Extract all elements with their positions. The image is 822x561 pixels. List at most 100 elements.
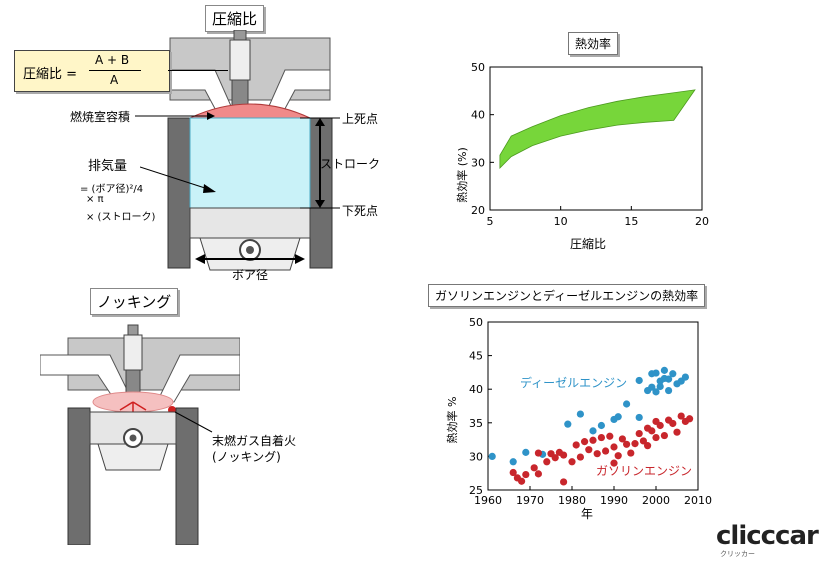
efficiency-year-chart: 熱効率 % 年 ディーゼルエンジン ガソリンエンジン 1960 1970 1980 1…: [445, 316, 712, 521]
chart2-ytick-label: 25: [469, 484, 483, 497]
chart1-ylabel: 熱効率 (%): [455, 147, 469, 203]
diesel-point: [648, 383, 656, 391]
gasoline-point: [585, 446, 593, 454]
chart2-xlabel: 年: [581, 507, 593, 521]
knocking-engine-diagram: [40, 324, 240, 545]
bore-label: ボア径: [232, 268, 269, 282]
diesel-point: [652, 369, 660, 377]
diesel-point: [656, 382, 664, 391]
displacement-formula-1: = (ボア径)²/4: [80, 184, 144, 195]
diesel-point: [669, 370, 677, 378]
gasoline-point: [576, 453, 584, 461]
compression-section-title: 圧縮比: [205, 5, 265, 32]
combustion-chamber-label: 燃焼室容積: [70, 110, 131, 124]
diesel-series-label: ディーゼルエンジン: [520, 375, 627, 390]
gasoline-point: [639, 437, 647, 445]
chart1-ytick-label: 20: [471, 204, 485, 217]
gasoline-point: [597, 433, 605, 442]
gasoline-point: [610, 443, 618, 451]
gasoline-point: [656, 421, 664, 430]
gasoline-point: [518, 477, 526, 485]
gasoline-point: [627, 449, 635, 457]
diesel-point: [652, 388, 660, 396]
gasoline-point: [581, 438, 589, 446]
diesel-point: [665, 375, 673, 383]
diesel-point: [614, 413, 622, 421]
gasoline-point: [623, 440, 631, 448]
displacement-formula-2: × π: [86, 194, 104, 205]
gasoline-point: [572, 441, 580, 449]
gasoline-point: [560, 478, 568, 486]
gasoline-point: [534, 449, 542, 457]
chart2-ytick-label: 35: [469, 417, 483, 430]
gasoline-point: [593, 450, 601, 458]
gasoline-point: [551, 454, 559, 462]
gasoline-point: [568, 458, 576, 466]
chart1-xtick-label: 15: [624, 215, 638, 228]
chart1-xtick-label: 5: [487, 215, 494, 228]
diesel-point: [681, 373, 689, 381]
chart2-ytick-label: 40: [469, 383, 483, 396]
gasoline-point: [631, 440, 639, 448]
gasoline-point: [589, 436, 597, 444]
diesel-point: [597, 421, 605, 430]
gasoline-point: [686, 415, 694, 423]
gasoline-point: [644, 442, 652, 450]
tdc-label: 上死点: [342, 112, 379, 126]
gasoline-point: [530, 464, 538, 472]
diesel-point: [635, 413, 643, 422]
chart2-ytick-label: 50: [469, 316, 483, 329]
displacement-label: 排気量: [88, 159, 128, 174]
gasoline-point: [560, 451, 568, 459]
chart1-ytick-label: 50: [471, 61, 485, 74]
bdc-label: 下死点: [342, 204, 379, 218]
gasoline-point: [614, 452, 622, 460]
stroke-indicator: [300, 117, 340, 209]
chart2-xtick-label: 1980: [558, 494, 586, 507]
gasoline-point: [669, 419, 677, 428]
diesel-point: [660, 366, 668, 374]
gasoline-series-label: ガソリンエンジン: [596, 464, 692, 478]
combustion-chamber-arrow: [135, 112, 215, 120]
gasoline-point: [660, 431, 668, 440]
bore-indicator: [195, 254, 305, 264]
gasoline-point: [652, 433, 660, 442]
formula-pointer-line: [168, 70, 228, 71]
chart2-xtick-label: 2010: [684, 494, 712, 507]
gasoline-point: [606, 432, 614, 440]
gasoline-point: [677, 412, 685, 420]
stroke-label: ストローク: [320, 157, 381, 171]
knocking-section-title: ノッキング: [90, 288, 179, 315]
chart2-xtick-label: 1960: [474, 494, 502, 507]
chart2-plot-frame: [487, 321, 699, 491]
chart1-xtick-label: 10: [554, 215, 568, 228]
diesel-point: [635, 376, 643, 385]
formula-label: 圧縮比 =: [23, 67, 78, 82]
gasoline-point: [522, 470, 530, 479]
chart2-xtick-label: 1970: [516, 494, 544, 507]
chart1-plot-frame: [489, 66, 703, 211]
compression-formula-box: 圧縮比 = A + B A: [14, 50, 170, 92]
knocking-note-line1: 末燃ガス自着火: [212, 434, 297, 448]
knocking-note-line2: (ノッキング): [212, 450, 281, 464]
gasoline-point: [635, 429, 643, 438]
diesel-point: [665, 386, 673, 395]
formula-fraction-bar: [89, 70, 141, 71]
gasoline-point: [602, 447, 610, 455]
gasoline-point: [534, 470, 542, 478]
chart1-ytick-label: 30: [471, 156, 485, 169]
chart1-title: 熱効率: [568, 32, 619, 55]
gasoline-point: [543, 458, 551, 466]
efficiency-band: [499, 89, 696, 170]
gasoline-point: [610, 459, 618, 467]
gasoline-point: [648, 427, 656, 435]
chart2-ytick-label: 30: [469, 450, 483, 463]
compression-engine-diagram: [167, 30, 333, 271]
diesel-point: [576, 410, 584, 418]
displacement-arrow: [140, 166, 216, 193]
chart2-ylabel: 熱効率 %: [445, 397, 459, 444]
efficiency-compression-chart: 熱効率 (%) 圧縮比 5 10 15 20 20 30 40 50: [455, 61, 709, 251]
formula-denominator: A: [110, 73, 119, 87]
diesel-point: [623, 400, 631, 408]
formula-numerator: A + B: [95, 53, 130, 67]
